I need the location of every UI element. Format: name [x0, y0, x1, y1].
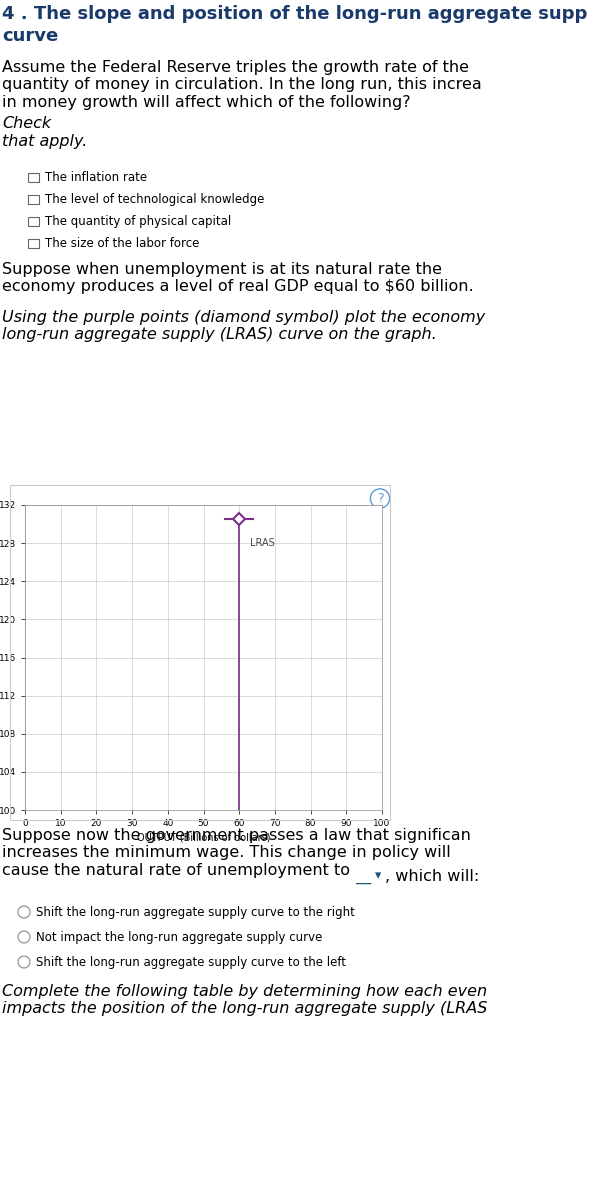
- Text: The level of technological knowledge: The level of technological knowledge: [45, 193, 265, 206]
- Text: __: __: [355, 869, 371, 884]
- Text: ▾: ▾: [375, 869, 381, 882]
- Text: LRAS: LRAS: [250, 539, 274, 548]
- Text: Shift the long-run aggregate supply curve to the right: Shift the long-run aggregate supply curv…: [36, 906, 355, 919]
- Text: Not impact the long-run aggregate supply curve: Not impact the long-run aggregate supply…: [36, 931, 322, 944]
- Text: , which will:: , which will:: [385, 869, 480, 884]
- Text: ?: ?: [377, 492, 383, 505]
- Bar: [28, 239, 39, 248]
- Bar: [28, 194, 39, 204]
- Text: 4 . The slope and position of the long-run aggregate supp: 4 . The slope and position of the long-r…: [2, 5, 588, 23]
- Text: The quantity of physical capital: The quantity of physical capital: [45, 215, 231, 228]
- Text: Suppose when unemployment is at its natural rate the
economy produces a level of: Suppose when unemployment is at its natu…: [2, 262, 473, 294]
- Text: Check: Check: [2, 116, 51, 131]
- Text: Shift the long-run aggregate supply curve to the left: Shift the long-run aggregate supply curv…: [36, 956, 346, 970]
- Text: Using the purple points (diamond symbol) plot the economy
long-run aggregate sup: Using the purple points (diamond symbol)…: [2, 310, 485, 342]
- Bar: [28, 217, 39, 226]
- Text: Suppose now the government passes a law that significan
increases the minimum wa: Suppose now the government passes a law …: [2, 828, 471, 878]
- Bar: [28, 173, 39, 182]
- X-axis label: OUTPUT (Billions of dollars): OUTPUT (Billions of dollars): [137, 832, 270, 842]
- Text: Assume the Federal Reserve triples the growth rate of the
quantity of money in c: Assume the Federal Reserve triples the g…: [2, 60, 482, 109]
- Text: curve: curve: [2, 26, 58, 44]
- Text: The inflation rate: The inflation rate: [45, 170, 147, 184]
- Text: that apply.: that apply.: [2, 134, 87, 149]
- Text: Complete the following table by determining how each even
impacts the position o: Complete the following table by determin…: [2, 984, 487, 1016]
- Text: The size of the labor force: The size of the labor force: [45, 236, 199, 250]
